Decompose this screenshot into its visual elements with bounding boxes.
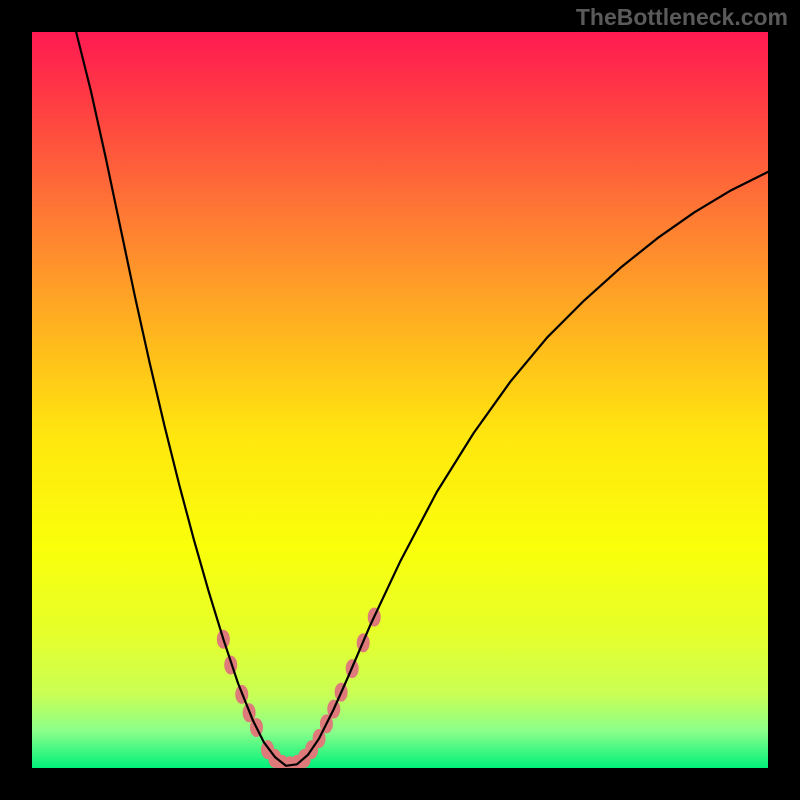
watermark-text: TheBottleneck.com <box>576 4 788 31</box>
chart-svg <box>32 32 768 768</box>
gradient-background <box>32 32 768 768</box>
chart-frame: TheBottleneck.com <box>0 0 800 800</box>
plot-area <box>32 32 768 768</box>
